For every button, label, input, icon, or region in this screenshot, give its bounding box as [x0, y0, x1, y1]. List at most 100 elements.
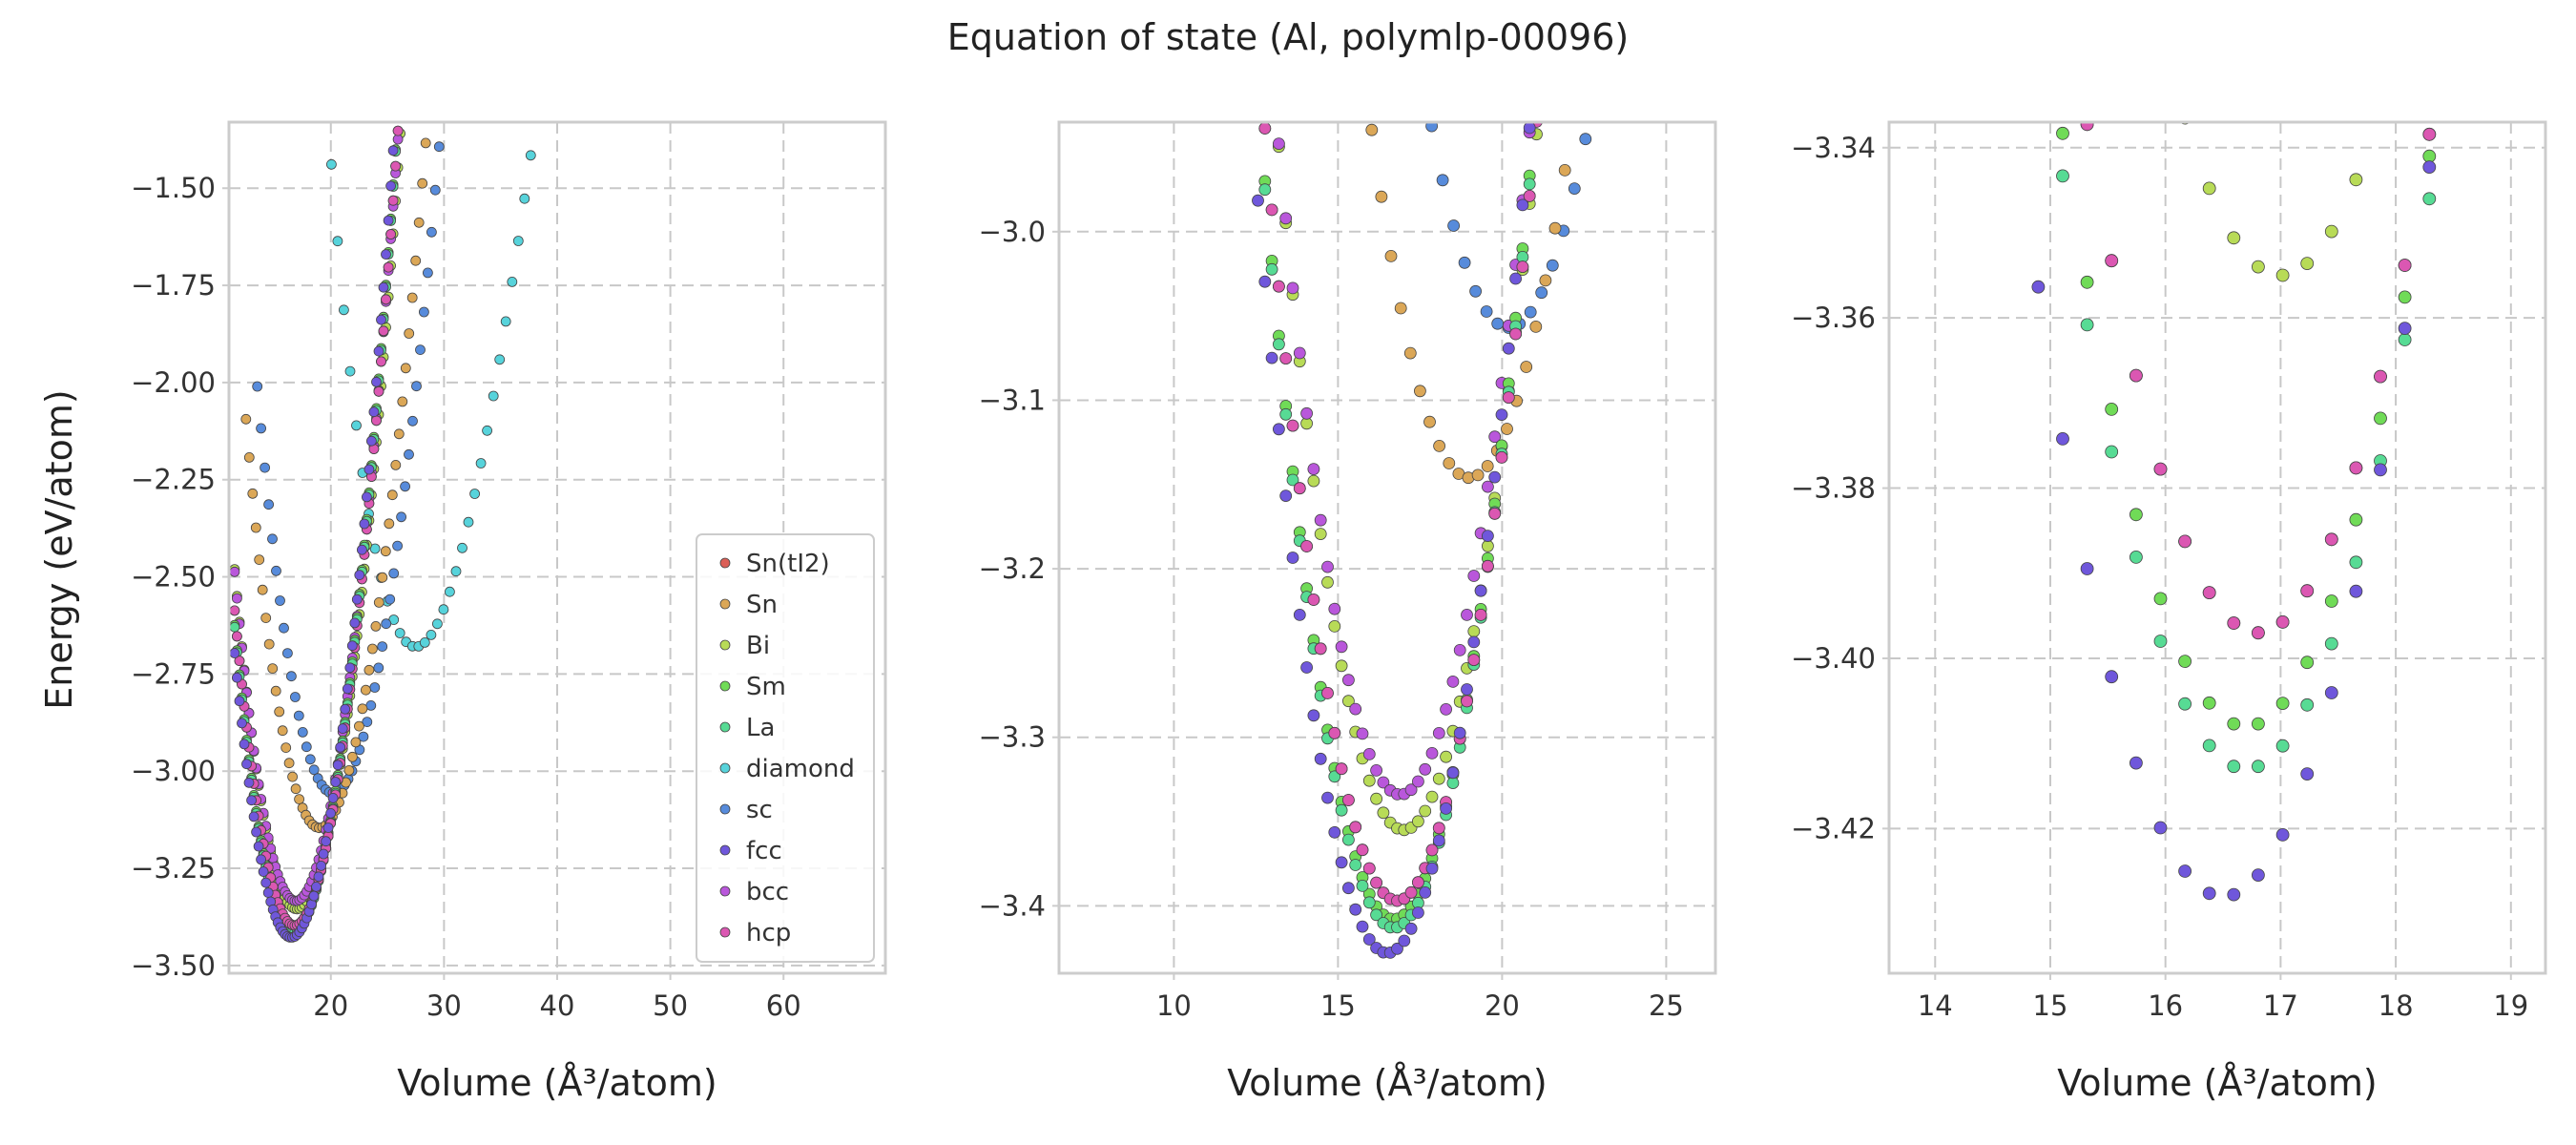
data-point	[349, 617, 361, 629]
data-point	[2447, 32, 2460, 45]
data-point	[2398, 322, 2412, 336]
data-point	[1265, 203, 1278, 217]
data-point	[2300, 656, 2315, 670]
data-point	[241, 759, 252, 770]
data-point	[1314, 528, 1327, 540]
data-point	[2300, 257, 2315, 271]
data-point	[1321, 575, 1334, 589]
data-point	[229, 621, 240, 633]
y-tick-label: −2.50	[131, 561, 216, 593]
x-axis-label: Volume (Å³/atom)	[1227, 1062, 1548, 1104]
data-point	[1488, 430, 1502, 444]
data-point	[1419, 804, 1432, 818]
data-point	[1328, 602, 1341, 615]
y-tick-label: −3.0	[979, 216, 1046, 248]
data-point	[1314, 642, 1327, 656]
data-point	[2349, 555, 2363, 570]
data-point	[1531, 94, 1543, 105]
data-point	[1446, 777, 1460, 789]
data-point	[1446, 766, 1460, 780]
figure-title: Equation of state (Al, polymlp-00096)	[947, 16, 1630, 58]
series-La	[1258, 177, 1536, 934]
data-point	[404, 448, 414, 460]
data-point	[1568, 100, 1580, 112]
y-tick-label: −2.00	[131, 366, 216, 399]
series-Sn	[1365, 100, 1580, 485]
x-tick-label: 10	[1156, 989, 1192, 1022]
legend-label: La	[746, 714, 775, 742]
data-point	[350, 737, 362, 748]
data-point	[250, 522, 261, 533]
data-point	[1342, 674, 1355, 687]
series-Sn(tI2)	[2080, 122, 2437, 640]
data-point	[289, 692, 301, 702]
data-point	[342, 683, 353, 695]
data-point	[1482, 480, 1494, 493]
data-point	[251, 826, 262, 838]
data-point	[2031, 280, 2046, 294]
legend-marker	[719, 803, 731, 815]
data-point	[1415, 57, 1426, 69]
x-tick-label: 18	[2379, 989, 2414, 1022]
data-point	[1425, 122, 1438, 133]
data-point	[390, 160, 402, 172]
data-point	[1467, 654, 1481, 666]
data-point	[1335, 803, 1348, 817]
data-point	[1273, 338, 1285, 351]
data-point	[415, 344, 426, 356]
data-point	[337, 723, 348, 734]
y-tick-label: −1.50	[131, 172, 216, 204]
data-point	[1412, 815, 1424, 828]
data-point	[400, 363, 411, 374]
series-hcp	[2080, 122, 2437, 640]
data-point	[2153, 821, 2168, 835]
data-point	[280, 742, 292, 753]
data-point	[393, 111, 403, 120]
data-point	[294, 794, 305, 804]
data-point	[1482, 559, 1494, 572]
data-point	[1356, 920, 1369, 933]
data-point	[229, 566, 240, 577]
data-point	[1293, 482, 1306, 495]
series-fcc	[229, 145, 399, 943]
legend-label: hcp	[746, 919, 791, 947]
data-point	[346, 640, 358, 652]
data-point	[1404, 922, 1418, 935]
data-point	[2349, 584, 2363, 598]
panel-full-range: 20 30 40 50 60 −3.50 −3.25 −3.00 −2.75 −2.50 −2.25…	[131, 111, 887, 1104]
x-tick-label: 60	[766, 989, 801, 1022]
data-point	[1314, 513, 1327, 527]
data-points	[2031, 32, 2460, 902]
data-point	[1300, 540, 1313, 552]
data-point	[370, 621, 382, 632]
x-tick-label: 30	[426, 989, 462, 1022]
legend-marker	[719, 598, 731, 610]
data-point	[2398, 333, 2412, 346]
gridlines	[1059, 122, 1715, 973]
data-point	[392, 125, 404, 136]
data-point	[2422, 127, 2437, 141]
data-point	[1300, 661, 1313, 674]
data-point	[1433, 439, 1445, 452]
data-point	[229, 605, 240, 616]
data-points	[1252, 57, 1592, 959]
data-point	[426, 630, 437, 640]
data-point	[411, 381, 422, 392]
y-tick-label: −3.50	[131, 949, 216, 982]
data-point	[2153, 462, 2168, 476]
data-point	[1279, 407, 1293, 421]
y-tick-label: −3.2	[979, 552, 1046, 585]
data-point	[2202, 586, 2216, 599]
data-point	[1529, 320, 1543, 333]
legend-marker	[719, 762, 731, 774]
data-point	[2324, 224, 2338, 239]
legend-label: Sn(tI2)	[746, 550, 830, 578]
data-point	[1398, 934, 1411, 947]
data-point	[1252, 194, 1264, 207]
data-point	[316, 861, 327, 871]
y-tick-label: −3.38	[1791, 472, 1876, 505]
y-tick-label: −3.42	[1791, 812, 1876, 844]
data-point	[2227, 717, 2241, 731]
data-point	[1321, 791, 1334, 804]
